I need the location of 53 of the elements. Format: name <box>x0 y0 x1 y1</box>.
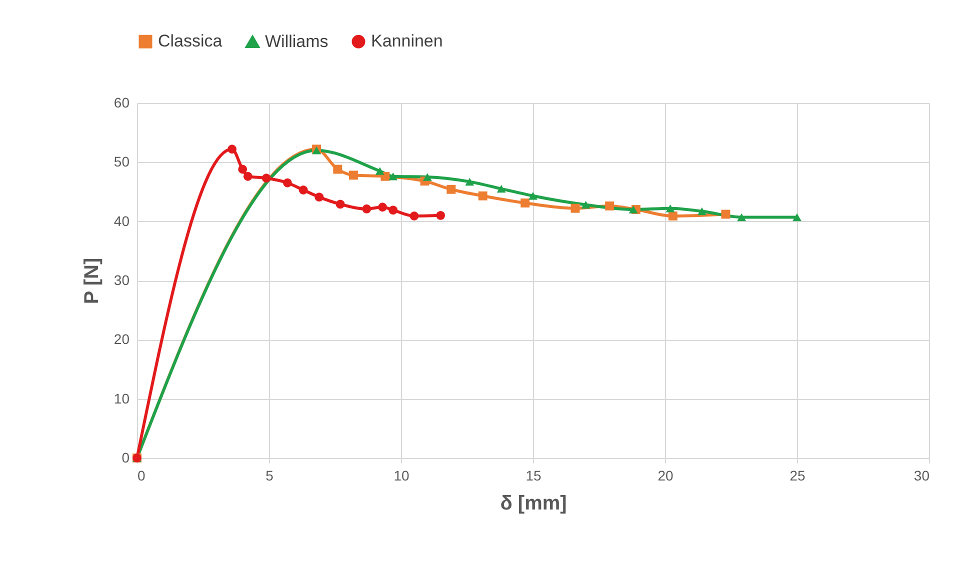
point <box>581 200 590 209</box>
point <box>436 210 446 220</box>
point <box>628 206 638 214</box>
point <box>375 167 384 175</box>
point <box>388 206 398 215</box>
point <box>388 172 398 180</box>
y-tick-label: 60 <box>114 94 130 110</box>
point <box>243 172 252 181</box>
point <box>228 144 237 154</box>
point <box>410 212 419 220</box>
point <box>478 191 488 200</box>
x-tick-label: 25 <box>790 468 806 484</box>
point <box>362 204 372 214</box>
point <box>697 207 706 216</box>
y-tick-label: 50 <box>114 154 130 170</box>
point <box>378 202 387 212</box>
y-tick-label: 0 <box>122 450 130 466</box>
point <box>298 186 308 194</box>
point <box>446 184 456 194</box>
point <box>520 198 530 208</box>
x-tick-label: 20 <box>658 468 674 484</box>
point <box>792 213 802 222</box>
point <box>349 170 358 180</box>
x-tick-label: 10 <box>394 468 410 484</box>
point <box>314 192 324 202</box>
point <box>737 213 746 222</box>
point <box>668 212 678 220</box>
point <box>666 204 675 212</box>
x-tick-label: 30 <box>914 468 930 484</box>
y-tick-label: 30 <box>114 272 130 288</box>
x-axis-title: δ [mm] <box>500 492 567 514</box>
point <box>465 178 474 186</box>
legend-label: Williams <box>265 32 328 51</box>
x-tick-label: 5 <box>266 468 274 484</box>
legend-label: Kanninen <box>371 32 443 51</box>
y-tick-label: 10 <box>114 390 130 406</box>
legend-label: Classica <box>158 32 223 51</box>
point <box>422 173 432 181</box>
x-tick-label: 15 <box>526 468 542 484</box>
y-axis-title: P [N] <box>80 258 103 304</box>
point <box>496 184 506 193</box>
point <box>528 192 538 200</box>
point <box>283 178 292 188</box>
point <box>262 174 271 183</box>
point <box>238 164 248 174</box>
y-tick-label: 20 <box>114 331 130 348</box>
y-tick-label: 40 <box>114 212 130 229</box>
point <box>605 201 614 210</box>
point <box>570 204 580 213</box>
point <box>333 164 342 174</box>
x-tick-label: 0 <box>138 468 146 484</box>
point <box>336 200 345 209</box>
point <box>721 210 730 219</box>
